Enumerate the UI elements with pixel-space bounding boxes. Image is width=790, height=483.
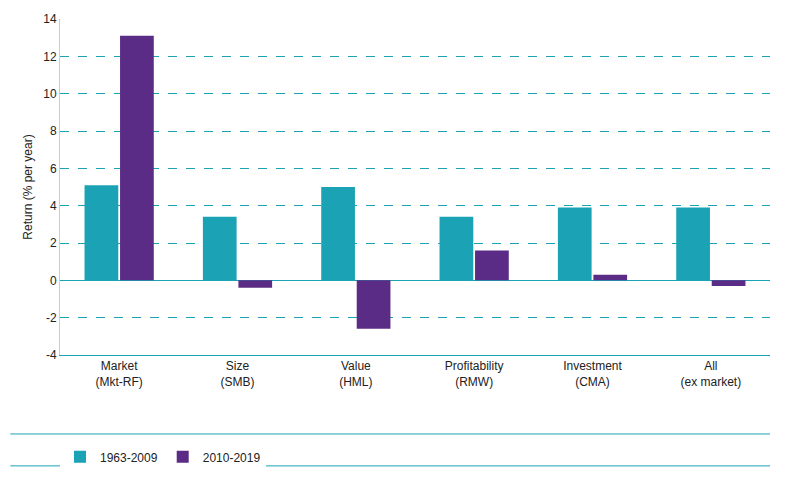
- svg-text:12: 12: [43, 50, 57, 64]
- svg-text:Market(Mkt-RF): Market(Mkt-RF): [96, 359, 143, 389]
- svg-text:14: 14: [43, 12, 57, 26]
- svg-text:8: 8: [50, 124, 57, 138]
- svg-text:0: 0: [50, 274, 57, 288]
- svg-text:Size(SMB): Size(SMB): [221, 359, 255, 389]
- svg-text:Investment(CMA): Investment(CMA): [563, 359, 622, 389]
- svg-text:6: 6: [50, 162, 57, 176]
- svg-text:Return (% per year): Return (% per year): [21, 134, 35, 239]
- svg-text:Profitability(RMW): Profitability(RMW): [445, 359, 504, 389]
- svg-text:1963-2009: 1963-2009: [100, 451, 158, 465]
- svg-text:2010-2019: 2010-2019: [203, 451, 261, 465]
- svg-text:All(ex market): All(ex market): [680, 359, 741, 389]
- svg-text:10: 10: [43, 87, 57, 101]
- svg-text:-4: -4: [46, 348, 57, 362]
- svg-text:Value(HML): Value(HML): [339, 359, 372, 389]
- svg-text:2: 2: [50, 236, 57, 250]
- svg-text:4: 4: [50, 199, 57, 213]
- svg-text:-2: -2: [46, 311, 57, 325]
